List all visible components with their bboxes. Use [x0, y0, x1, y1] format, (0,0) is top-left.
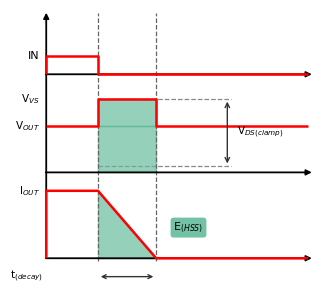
Text: E$_{(HSS)}$: E$_{(HSS)}$ — [173, 221, 204, 235]
Text: V$_{VS}$: V$_{VS}$ — [21, 92, 40, 106]
Text: IN: IN — [28, 51, 40, 61]
Text: V$_{OUT}$: V$_{OUT}$ — [15, 120, 40, 133]
Text: t$_{(decay)}$: t$_{(decay)}$ — [10, 269, 43, 284]
Text: I$_{OUT}$: I$_{OUT}$ — [19, 184, 40, 198]
Text: V$_{DS(clamp)}$: V$_{DS(clamp)}$ — [237, 125, 284, 140]
